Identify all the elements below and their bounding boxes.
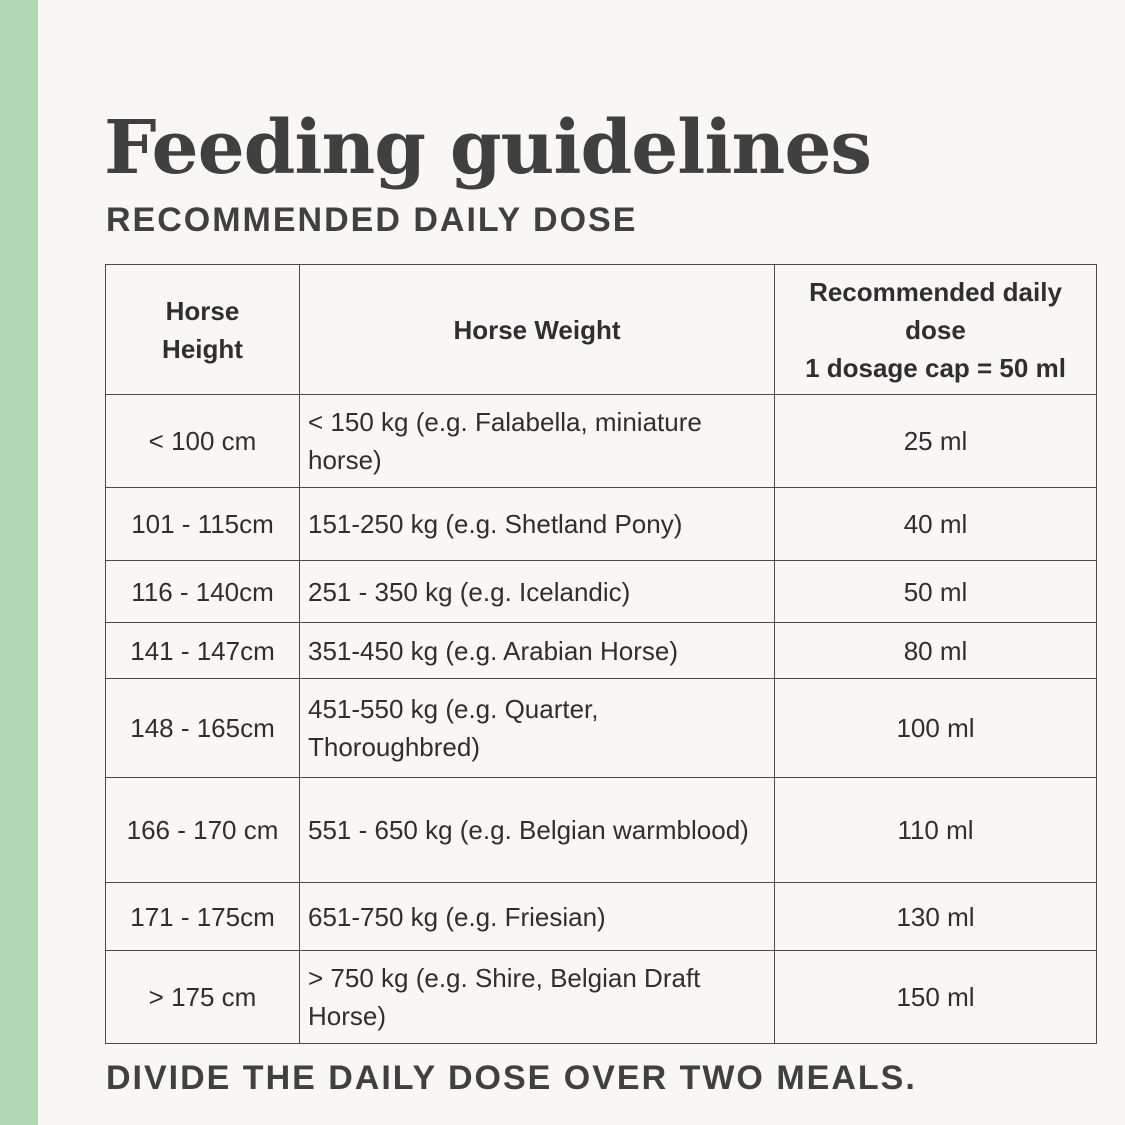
cell-weight: > 750 kg (e.g. Shire, Belgian Draft Hors… xyxy=(299,950,775,1044)
cell-weight: 151-250 kg (e.g. Shetland Pony) xyxy=(299,487,775,561)
cell-weight: 351-450 kg (e.g. Arabian Horse) xyxy=(299,622,775,679)
table-row: < 100 cm < 150 kg (e.g. Falabella, minia… xyxy=(105,394,1097,488)
cell-dose: 150 ml xyxy=(774,950,1097,1044)
cell-height: > 175 cm xyxy=(105,950,300,1044)
cell-dose: 110 ml xyxy=(774,777,1097,883)
header-height-line: Height xyxy=(162,333,243,364)
cell-weight: 651-750 kg (e.g. Friesian) xyxy=(299,882,775,951)
table-header-row: Horse Height Horse Weight Recommended da… xyxy=(105,264,1097,395)
cell-dose: 50 ml xyxy=(774,560,1097,623)
cell-dose: 80 ml xyxy=(774,622,1097,679)
cell-height: 101 - 115cm xyxy=(105,487,300,561)
cell-weight: 551 - 650 kg (e.g. Belgian warmblood) xyxy=(299,777,775,883)
header-horse-height: Horse Height xyxy=(105,264,300,395)
header-recommended-dose: Recommended daily dose 1 dosage cap = 50… xyxy=(774,264,1097,395)
page-subtitle: RECOMMENDED DAILY DOSE xyxy=(106,201,638,239)
footer-instruction: DIVIDE THE DAILY DOSE OVER TWO MEALS. xyxy=(106,1059,917,1097)
cell-dose: 40 ml xyxy=(774,487,1097,561)
accent-bar xyxy=(0,0,38,1125)
cell-height: 148 - 165cm xyxy=(105,678,300,778)
cell-weight: 251 - 350 kg (e.g. Icelandic) xyxy=(299,560,775,623)
cell-dose: 100 ml xyxy=(774,678,1097,778)
dosage-table: Horse Height Horse Weight Recommended da… xyxy=(105,264,1097,1044)
cell-dose: 130 ml xyxy=(774,882,1097,951)
cell-weight: < 150 kg (e.g. Falabella, miniature hors… xyxy=(299,394,775,488)
cell-weight: 451-550 kg (e.g. Quarter, Thoroughbred) xyxy=(299,678,775,778)
header-weight-line: Horse Weight xyxy=(453,314,621,345)
header-height-line: Horse xyxy=(165,295,240,326)
header-dose-line: Recommended daily xyxy=(809,276,1062,307)
cell-height: < 100 cm xyxy=(105,394,300,488)
cell-height: 116 - 140cm xyxy=(105,560,300,623)
table-row: 101 - 115cm 151-250 kg (e.g. Shetland Po… xyxy=(105,487,1097,561)
table-row: 171 - 175cm 651-750 kg (e.g. Friesian) 1… xyxy=(105,882,1097,951)
table-row: 148 - 165cm 451-550 kg (e.g. Quarter, Th… xyxy=(105,678,1097,778)
table-row: > 175 cm > 750 kg (e.g. Shire, Belgian D… xyxy=(105,950,1097,1044)
table-row: 166 - 170 cm 551 - 650 kg (e.g. Belgian … xyxy=(105,777,1097,883)
header-horse-weight: Horse Weight xyxy=(299,264,775,395)
cell-height: 141 - 147cm xyxy=(105,622,300,679)
cell-height: 171 - 175cm xyxy=(105,882,300,951)
header-dose-line: dose xyxy=(905,314,966,345)
table-row: 141 - 147cm 351-450 kg (e.g. Arabian Hor… xyxy=(105,622,1097,679)
header-dose-line: 1 dosage cap = 50 ml xyxy=(805,352,1066,383)
page-title: Feeding guidelines xyxy=(104,105,872,191)
cell-dose: 25 ml xyxy=(774,394,1097,488)
cell-height: 166 - 170 cm xyxy=(105,777,300,883)
table-row: 116 - 140cm 251 - 350 kg (e.g. Icelandic… xyxy=(105,560,1097,623)
